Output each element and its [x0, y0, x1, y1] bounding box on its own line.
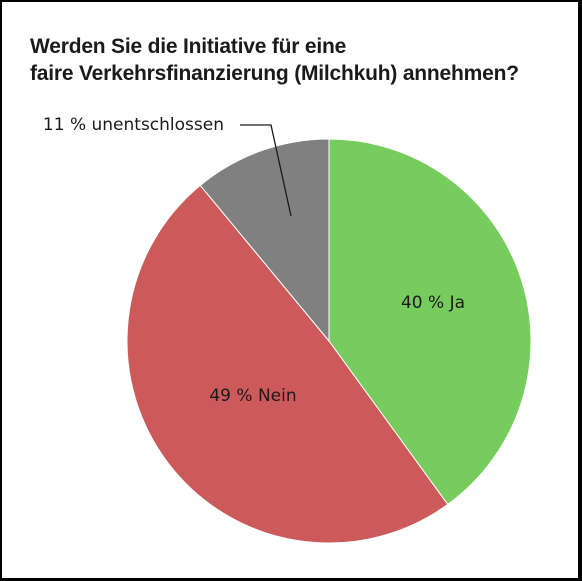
- slice-label: 11 % unentschlossen: [43, 115, 224, 135]
- leader-lines: [240, 124, 292, 217]
- chart-title: Werden Sie die Initiative für eine faire…: [30, 33, 519, 87]
- leader-line: [240, 124, 292, 217]
- slice-labels: 40 % Ja 49 % Nein 11 % unentschlossen: [43, 115, 465, 406]
- pie-slices: [126, 138, 532, 544]
- pie-slice: [328, 138, 532, 506]
- chart-title-line-2: faire Verkehrsfinanzierung (Milchkuh) an…: [30, 62, 519, 85]
- slice-label: 49 % Nein: [209, 386, 296, 406]
- chart-title-line-1: Werden Sie die Initiative für eine: [30, 35, 347, 58]
- slice-label: 40 % Ja: [401, 293, 465, 313]
- pie-slice: [126, 184, 449, 544]
- pie-slice: [199, 138, 330, 343]
